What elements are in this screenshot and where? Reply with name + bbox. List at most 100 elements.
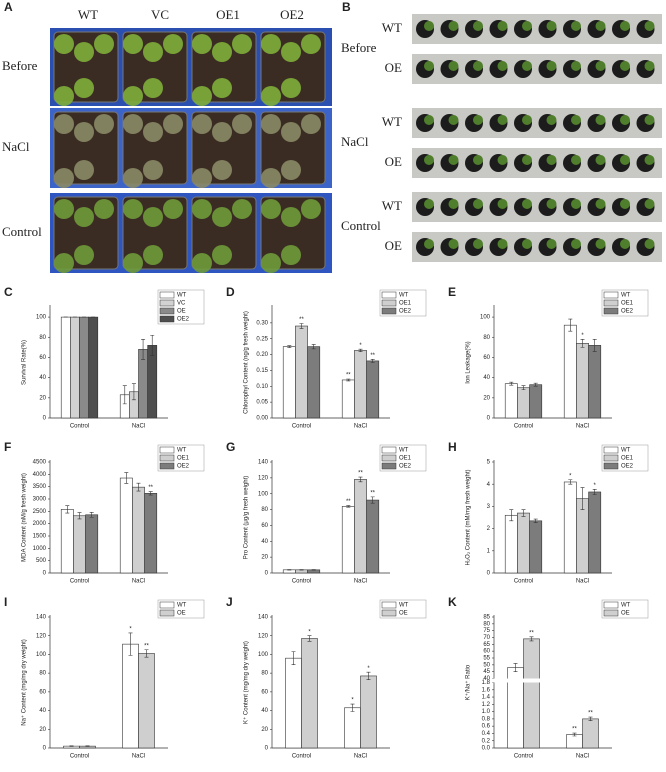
y-tick-label: 80 bbox=[39, 335, 46, 341]
legend-label: VC bbox=[177, 301, 186, 307]
y-tick-label: 1.8 bbox=[482, 680, 491, 686]
error-bar bbox=[568, 318, 573, 332]
legend-label: OE2 bbox=[177, 464, 190, 470]
legend-swatch bbox=[159, 299, 175, 307]
panel-letter: C bbox=[4, 285, 13, 299]
bar bbox=[566, 734, 583, 749]
panel-letter: A bbox=[4, 0, 13, 14]
legend-label: OE1 bbox=[399, 301, 412, 307]
y-tick-label: 80 bbox=[261, 671, 268, 677]
y-axis-label: K⁺ Content (mg/mg dry weight) bbox=[243, 641, 250, 724]
group-label: Control bbox=[341, 218, 381, 233]
legend-label: OE2 bbox=[621, 464, 634, 470]
column-label: WT bbox=[78, 7, 98, 22]
legend-swatch bbox=[603, 446, 619, 454]
legend-swatch bbox=[159, 609, 175, 617]
significance: * bbox=[569, 473, 572, 479]
y-tick-label: 3 bbox=[487, 504, 491, 510]
plant bbox=[123, 253, 143, 273]
legend-swatch bbox=[381, 307, 397, 315]
error-bar bbox=[509, 381, 514, 386]
error-bar bbox=[533, 382, 538, 387]
error-bar bbox=[580, 338, 585, 348]
plant bbox=[424, 61, 434, 71]
bar bbox=[588, 491, 602, 574]
plant bbox=[644, 155, 655, 165]
plant bbox=[644, 21, 655, 31]
y-tick-label: 4500 bbox=[33, 460, 47, 466]
bar bbox=[582, 718, 599, 749]
plant bbox=[595, 239, 606, 249]
plant bbox=[212, 42, 232, 62]
axis-break bbox=[491, 678, 612, 683]
legend-label: OE2 bbox=[399, 309, 412, 315]
x-tick-label: NaCl bbox=[576, 424, 589, 430]
bar bbox=[70, 316, 80, 419]
x-tick-label: Control bbox=[514, 579, 533, 585]
y-tick-label: 40 bbox=[261, 708, 268, 714]
significance: ** bbox=[529, 630, 534, 636]
significance: ** bbox=[148, 485, 153, 491]
legend-swatch bbox=[381, 454, 397, 462]
legend-swatch bbox=[603, 299, 619, 307]
legend-swatch bbox=[603, 601, 619, 609]
line-label: WT bbox=[382, 198, 402, 213]
legend-swatch bbox=[159, 315, 175, 323]
plant bbox=[123, 199, 143, 219]
plant bbox=[448, 61, 459, 71]
y-tick-label: 0.05 bbox=[256, 400, 268, 406]
y-tick-label: 40 bbox=[39, 708, 46, 714]
plant bbox=[123, 168, 143, 188]
plant bbox=[571, 239, 581, 249]
plant bbox=[497, 61, 508, 71]
error-bar bbox=[358, 348, 363, 353]
plant bbox=[522, 115, 532, 125]
legend-label: OE1 bbox=[621, 456, 634, 462]
bar bbox=[301, 638, 318, 749]
legend-swatch bbox=[159, 307, 175, 315]
plant bbox=[497, 115, 508, 125]
plant bbox=[212, 78, 232, 98]
x-tick-label: NaCl bbox=[132, 579, 145, 585]
x-tick-label: NaCl bbox=[576, 579, 589, 585]
bar bbox=[504, 383, 518, 419]
x-tick-label: Control bbox=[70, 754, 89, 760]
plant bbox=[232, 114, 252, 134]
bar bbox=[147, 345, 158, 419]
legend-label: OE1 bbox=[177, 456, 190, 462]
error-bar bbox=[509, 509, 514, 522]
plant bbox=[192, 34, 212, 54]
bar bbox=[85, 514, 99, 574]
y-tick-label: 1000 bbox=[33, 546, 47, 552]
plant bbox=[644, 239, 655, 249]
error-bar bbox=[124, 472, 129, 484]
error-bar bbox=[580, 487, 585, 511]
bar bbox=[354, 479, 367, 574]
bar bbox=[138, 653, 155, 749]
plant bbox=[143, 160, 163, 180]
plant bbox=[497, 199, 508, 209]
plant bbox=[473, 115, 483, 125]
y-tick-label: 1 bbox=[487, 548, 491, 554]
legend-label: OE2 bbox=[399, 464, 412, 470]
plant bbox=[94, 114, 114, 134]
bar bbox=[576, 343, 589, 419]
bar bbox=[295, 325, 308, 419]
plant bbox=[192, 86, 212, 106]
plant bbox=[261, 86, 281, 106]
y-tick-label: 0.25 bbox=[256, 336, 268, 342]
legend-swatch bbox=[381, 462, 397, 470]
y-tick-label: 0 bbox=[487, 416, 491, 422]
error-bar bbox=[85, 745, 90, 747]
line-label: OE bbox=[385, 60, 402, 75]
plant bbox=[74, 160, 94, 180]
legend-label: WT bbox=[399, 603, 409, 609]
plant bbox=[261, 114, 281, 134]
bar bbox=[563, 324, 577, 419]
y-tick-label: 4 bbox=[487, 482, 491, 488]
plant bbox=[571, 115, 581, 125]
plant bbox=[54, 168, 74, 188]
bar bbox=[360, 675, 377, 749]
plant bbox=[644, 115, 655, 125]
plant bbox=[595, 115, 606, 125]
